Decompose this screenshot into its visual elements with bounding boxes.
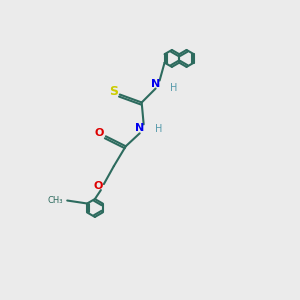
Text: N: N: [151, 79, 160, 88]
Text: S: S: [109, 85, 118, 98]
Text: O: O: [94, 128, 104, 138]
Text: O: O: [93, 181, 103, 191]
Text: N: N: [135, 123, 144, 134]
Text: H: H: [170, 82, 177, 92]
Text: CH₃: CH₃: [48, 196, 63, 205]
Text: H: H: [155, 124, 162, 134]
